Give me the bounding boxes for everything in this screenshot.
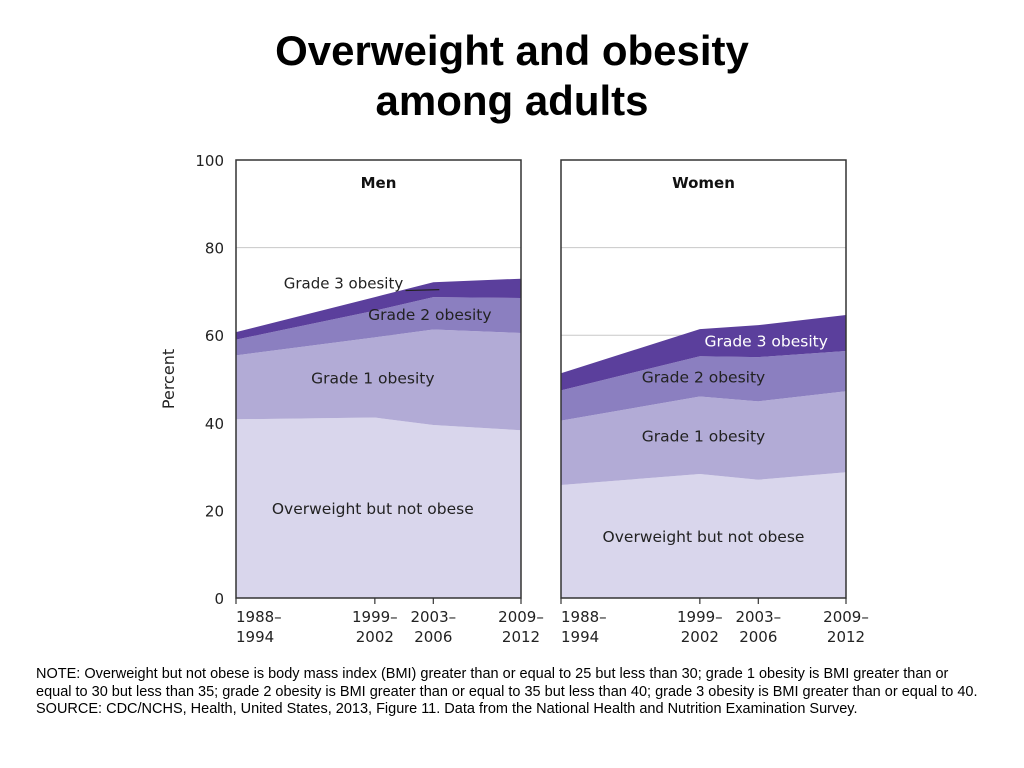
callout-line-grade-3-obesity	[405, 289, 440, 292]
x-tick-label-0: 1988– 1994	[236, 608, 282, 646]
area-grade-1-obesity	[236, 329, 521, 431]
panel-men: Overweight but not obese Grade 1 obesity G…	[235, 159, 544, 646]
x-tick-label-0: 1988– 1994	[561, 608, 607, 646]
title-line-1: Overweight and obesity	[275, 27, 749, 74]
x-tick-label-3: 2009– 2012	[823, 608, 869, 646]
panel-title-women: Women	[672, 174, 735, 192]
series-label-grade-1-obesity: Grade 1 obesity	[311, 370, 434, 388]
y-tick-label-80: 80	[205, 240, 224, 258]
page-title: Overweight and obesity among adults	[0, 26, 1024, 126]
panel-frame	[235, 159, 522, 599]
panel-frame	[560, 159, 847, 599]
title-line-2: among adults	[375, 77, 649, 124]
series-label-grade-3-obesity: Grade 3 obesity	[704, 332, 827, 350]
x-tick-label-2: 2003– 2006	[735, 608, 781, 646]
series-label-grade-2-obesity: Grade 2 obesity	[368, 306, 491, 324]
y-axis-label: Percent	[159, 349, 178, 409]
x-tick-label-3: 2009– 2012	[498, 608, 544, 646]
y-tick-label-100: 100	[195, 152, 224, 170]
area-grade-2-obesity	[236, 297, 521, 356]
series-label-grade-1-obesity: Grade 1 obesity	[642, 428, 765, 446]
overweight-obesity-chart: 0 20 40 60 80 100 Percent Overweight but not ob…	[159, 152, 869, 646]
series-label-grade-2-obesity: Grade 2 obesity	[642, 369, 765, 387]
y-tick-label-60: 60	[205, 327, 224, 345]
area-grade-3-obesity	[561, 315, 846, 391]
y-tick-label-40: 40	[205, 415, 224, 433]
area-overweight-but-not-obese	[236, 417, 521, 598]
series-label-overweight-but-not-obese: Overweight but not obese	[603, 528, 805, 546]
area-grade-2-obesity	[561, 350, 846, 421]
panel-women: Overweight but not obese Grade 1 obesity G…	[560, 159, 869, 646]
series-label-overweight-but-not-obese: Overweight but not obese	[272, 500, 474, 518]
area-grade-1-obesity	[561, 391, 846, 485]
area-grade-3-obesity	[236, 278, 521, 340]
series-label-grade-3-obesity: Grade 3 obesity	[284, 275, 404, 293]
note-text: NOTE: Overweight but not obese is body m…	[36, 666, 978, 700]
x-tick-label-1: 1999– 2002	[677, 608, 723, 646]
y-tick-label-0: 0	[214, 590, 224, 608]
source-text: SOURCE: CDC/NCHS, Health, United States,…	[36, 701, 858, 717]
y-tick-label-20: 20	[205, 502, 224, 520]
panel-title-men: Men	[361, 174, 397, 192]
x-tick-label-2: 2003– 2006	[410, 608, 456, 646]
x-tick-label-1: 1999– 2002	[352, 608, 398, 646]
chart-note: NOTE: Overweight but not obese is body m…	[36, 666, 986, 719]
area-overweight-but-not-obese	[561, 472, 846, 598]
